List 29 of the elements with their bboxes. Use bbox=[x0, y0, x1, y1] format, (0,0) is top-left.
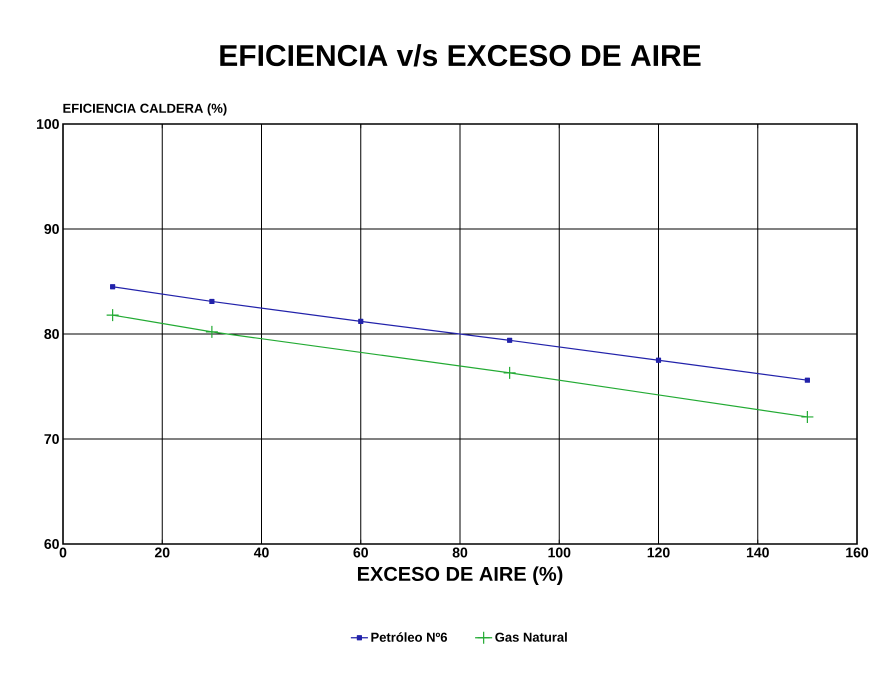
point bbox=[110, 284, 116, 290]
x-tick-label: 20 bbox=[154, 548, 170, 558]
legend-label: Petróleo Nº6 bbox=[371, 632, 448, 642]
chart-title: EFICIENCIA v/s EXCESO DE AIRE bbox=[220, 44, 701, 66]
y-tick-label: 90 bbox=[44, 224, 59, 234]
point bbox=[205, 325, 218, 338]
point bbox=[503, 366, 516, 380]
x-tick-label: 100 bbox=[548, 548, 570, 558]
x-tick-label: 0 bbox=[60, 548, 66, 558]
x-tick-label: 60 bbox=[353, 548, 368, 558]
point bbox=[656, 358, 662, 363]
x-tick-label: 120 bbox=[648, 548, 670, 558]
x-tick-label: 140 bbox=[746, 548, 769, 558]
point bbox=[800, 410, 814, 424]
legend-label: Gas Natural bbox=[495, 632, 567, 642]
x-tick-label: 160 bbox=[846, 548, 868, 558]
x-tick-label: 40 bbox=[254, 548, 269, 558]
y-axis-title: EFICIENCIA CALDERA (%) bbox=[63, 103, 227, 116]
y-tick-label: 80 bbox=[44, 329, 59, 339]
point bbox=[358, 318, 364, 324]
x-axis-title: EXCESO DE AIRE (%) bbox=[358, 566, 562, 585]
y-tick-label: 70 bbox=[44, 434, 59, 444]
point bbox=[507, 338, 512, 343]
y-tick-label: 60 bbox=[44, 539, 59, 549]
point bbox=[106, 308, 120, 322]
y-tick-label: 100 bbox=[36, 119, 59, 129]
point bbox=[209, 298, 214, 304]
x-tick-label: 80 bbox=[452, 548, 468, 558]
point bbox=[804, 378, 810, 383]
